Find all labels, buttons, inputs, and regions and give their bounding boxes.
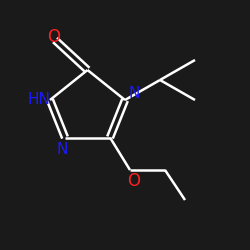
Text: N: N xyxy=(128,86,140,101)
Text: O: O xyxy=(127,172,140,190)
Text: O: O xyxy=(47,28,60,46)
Text: N: N xyxy=(57,142,68,158)
Text: HN: HN xyxy=(27,92,50,108)
